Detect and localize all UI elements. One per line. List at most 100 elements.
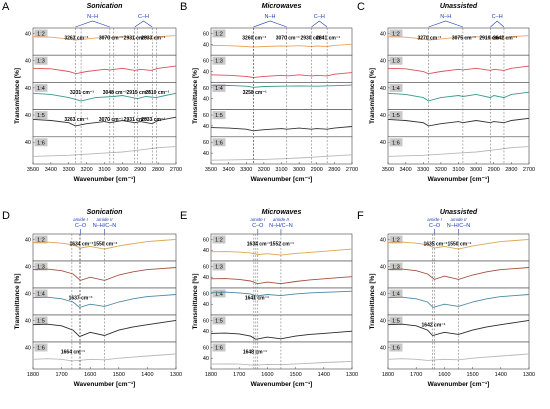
- subplot-frame: [32, 27, 177, 56]
- peak-label: 1634 cm⁻¹: [247, 241, 271, 247]
- ratio-label-box: [212, 111, 226, 120]
- x-tick-label: 1600: [261, 372, 273, 378]
- bond-bracket: [75, 20, 110, 28]
- ratio-label-box: [389, 316, 403, 325]
- panel-title: Unassisted: [440, 209, 478, 216]
- series-line-1-4: [387, 294, 530, 308]
- series-line-1-3: [210, 72, 353, 78]
- y-tick-label: 40: [25, 264, 31, 270]
- series-line-1-6: [210, 154, 353, 161]
- amide-label: amide II: [96, 217, 113, 222]
- subplot-frame: [387, 82, 530, 110]
- ratio-label-box: [34, 138, 48, 147]
- y-tick-label: 40: [380, 291, 386, 297]
- series-line-1-3: [210, 276, 353, 285]
- subplot-frame: [210, 109, 353, 138]
- series-line-1-4: [210, 290, 353, 297]
- panel-letter: F: [357, 210, 364, 222]
- bond-assignment-1: amide IC–O: [427, 217, 443, 234]
- y-tick-label: 40: [380, 31, 386, 37]
- ratio-label: 1:4: [392, 292, 400, 298]
- peak-label: 3263 cm⁻¹: [64, 117, 88, 123]
- y-tick-label: 40: [203, 329, 209, 335]
- x-tick-label: 1800: [205, 372, 217, 378]
- panel-title: Sonication: [87, 3, 123, 10]
- x-tick-label: 3100: [98, 167, 110, 173]
- y-tick-label: 40: [203, 124, 209, 130]
- x-tick-label: 1500: [113, 372, 125, 378]
- y-tick-label: 40: [25, 86, 31, 92]
- subplot-frame: [210, 27, 353, 56]
- ratio-label: 1:6: [392, 140, 400, 146]
- y-tick-label: 40: [203, 97, 209, 103]
- series-line-1-6: [210, 360, 353, 366]
- bond-assignment-1: N–H: [428, 14, 464, 28]
- amide-label: amide II: [273, 217, 290, 222]
- bond-assignment-2: amide IIN–H/C–N: [447, 217, 470, 234]
- bond-label: N–H: [440, 14, 451, 20]
- x-tick-label: 1700: [233, 372, 245, 378]
- peak-label: 2931 cm⁻¹: [124, 117, 148, 123]
- x-tick-label: 3300: [63, 167, 75, 173]
- peak-label: 1642 cm⁻¹: [422, 322, 446, 328]
- y-tick-label: 40: [203, 302, 209, 308]
- series-line-1-6: [32, 353, 177, 362]
- x-axis-label: Wavenumber [cm⁻¹]: [251, 176, 313, 183]
- series-line-1-5: [210, 126, 353, 132]
- x-tick-label: 3000: [293, 167, 305, 173]
- ratio-label-box: [34, 289, 48, 298]
- bond-label: N–H: [265, 14, 276, 20]
- x-tick-label: 2700: [170, 167, 182, 173]
- panel-title: Microwaves: [262, 209, 302, 216]
- series-line-1-5: [210, 330, 353, 340]
- y-tick-label: 40: [380, 345, 386, 351]
- ratio-label: 1:2: [392, 32, 400, 38]
- peak-label: 1634 cm⁻¹: [69, 241, 93, 247]
- amide-label: amide II: [450, 217, 467, 222]
- subplot-1-4: 40 60 1:4: [203, 82, 353, 110]
- peak-label: 3231 cm⁻¹: [70, 90, 94, 96]
- ratio-label: 1:6: [215, 140, 223, 146]
- y-tick-label: 40: [25, 31, 31, 37]
- y-tick-label: 40: [25, 237, 31, 243]
- subplot-frame: [387, 27, 530, 56]
- ratio-label-box: [212, 289, 226, 298]
- bond-label: C–H: [314, 14, 325, 20]
- ratio-label: 1:2: [37, 32, 45, 38]
- x-tick-label: 3500: [205, 167, 217, 173]
- ratio-label-box: [212, 262, 226, 271]
- x-tick-label: 3500: [27, 167, 39, 173]
- ratio-label: 1:4: [392, 86, 400, 92]
- subplot-1-3: 40 1:3: [25, 260, 177, 289]
- peak-label: 2919 cm⁻¹: [479, 35, 503, 41]
- subplot-1-2: 40 1:2: [380, 27, 530, 56]
- y-tick-label: 60: [203, 237, 209, 243]
- y-tick-label: 60: [203, 86, 209, 92]
- peak-label: 2930 cm⁻¹: [300, 35, 324, 41]
- x-tick-label: 1500: [289, 372, 301, 378]
- subplot-1-6: 40 1:6: [25, 136, 177, 165]
- bond-assignment-1: N–H: [75, 14, 110, 28]
- series-line-1-5: [387, 319, 530, 337]
- subplot-1-6: 40 1:6: [380, 136, 530, 165]
- bond-assignment-1: amide IC–O: [250, 217, 266, 234]
- x-tick-label: 1600: [438, 372, 450, 378]
- x-tick-label: 1300: [170, 372, 182, 378]
- y-tick-label: 60: [203, 113, 209, 119]
- x-tick-label: 1700: [410, 372, 422, 378]
- x-tick-label: 3100: [452, 167, 464, 173]
- y-tick-label: 40: [380, 59, 386, 65]
- x-tick-label: 3400: [45, 167, 57, 173]
- ratio-label-box: [34, 262, 48, 271]
- x-tick-label: 2900: [134, 167, 146, 173]
- peak-label: 3048 cm⁻¹: [103, 90, 127, 96]
- y-tick-label: 40: [203, 42, 209, 48]
- panel-letter: A: [2, 1, 10, 13]
- ratio-label: 1:4: [215, 292, 223, 298]
- subplot-frame: [210, 233, 353, 262]
- bond-bracket: [253, 20, 287, 28]
- series-line-1-2: [387, 35, 530, 41]
- subplot-1-4: 40 1:4: [25, 82, 177, 110]
- ratio-label-box: [212, 83, 226, 92]
